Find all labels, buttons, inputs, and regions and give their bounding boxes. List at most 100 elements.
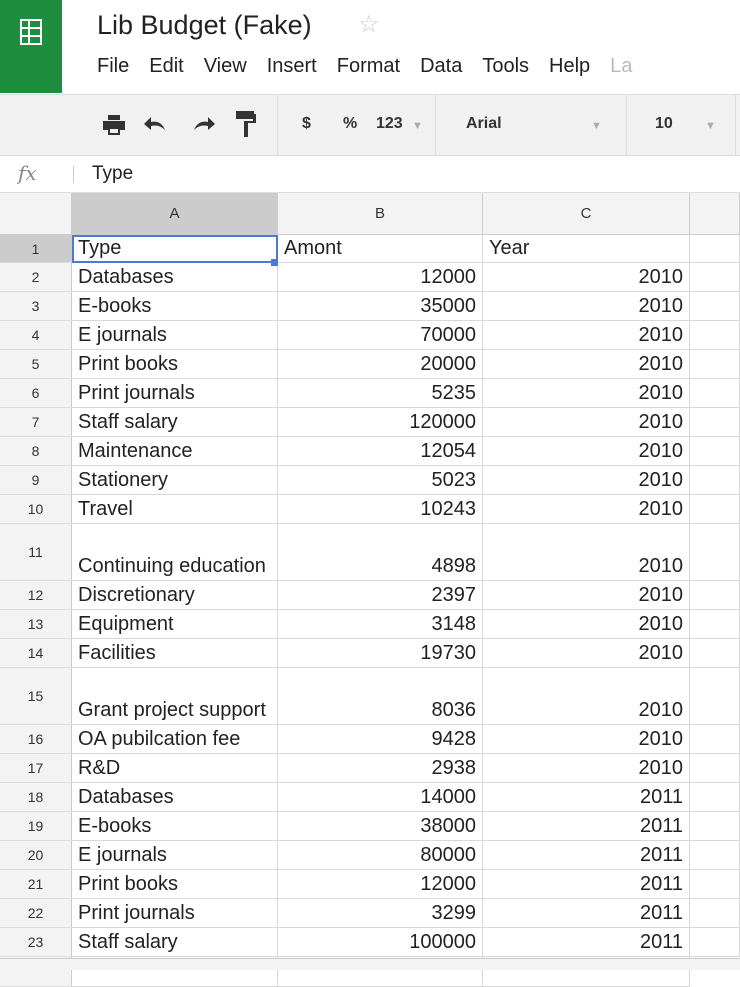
cell-type[interactable]: E-books	[72, 812, 278, 841]
cell-type[interactable]: Print books	[72, 350, 278, 379]
row-header[interactable]: 23	[0, 928, 72, 957]
menu-data[interactable]: Data	[420, 55, 463, 77]
cell-year[interactable]: 2010	[483, 321, 690, 350]
cell-amount[interactable]: 14000	[278, 783, 483, 812]
cell-year[interactable]: 2010	[483, 524, 690, 581]
cell-empty[interactable]	[690, 610, 740, 639]
row-header[interactable]: 19	[0, 812, 72, 841]
row-header[interactable]: 15	[0, 668, 72, 725]
cell-amount[interactable]: 20000	[278, 350, 483, 379]
cell-year[interactable]: 2011	[483, 870, 690, 899]
row-header[interactable]: 17	[0, 754, 72, 783]
cell-year[interactable]: 2011	[483, 841, 690, 870]
cell-amount[interactable]: 2397	[278, 581, 483, 610]
cell-year[interactable]: Year	[483, 235, 690, 263]
row-header[interactable]: 22	[0, 899, 72, 928]
cell-type[interactable]: Print books	[72, 870, 278, 899]
row-header[interactable]: 18	[0, 783, 72, 812]
cell-amount[interactable]: Amont	[278, 235, 483, 263]
row-header[interactable]: 4	[0, 321, 72, 350]
cell-type[interactable]: Type	[72, 235, 278, 263]
percent-format-button[interactable]: %	[343, 115, 358, 132]
select-all-corner[interactable]	[0, 193, 72, 235]
cell-empty[interactable]	[690, 668, 740, 725]
cell-type[interactable]: Staff salary	[72, 928, 278, 957]
cell-amount[interactable]: 12000	[278, 870, 483, 899]
cell-empty[interactable]	[690, 841, 740, 870]
print-icon[interactable]	[102, 114, 126, 136]
cell-empty[interactable]	[690, 783, 740, 812]
cell-empty[interactable]	[690, 466, 740, 495]
cell-type[interactable]: E journals	[72, 321, 278, 350]
number-format-button[interactable]: 123	[376, 115, 403, 132]
cell-amount[interactable]: 4898	[278, 524, 483, 581]
cell-type[interactable]: Equipment	[72, 610, 278, 639]
cell-type[interactable]: Maintenance	[72, 437, 278, 466]
column-header-d[interactable]	[690, 193, 740, 235]
cell-empty[interactable]	[690, 899, 740, 928]
chevron-down-icon[interactable]: ▼	[705, 120, 716, 132]
menu-tools[interactable]: Tools	[482, 55, 530, 77]
cell-type[interactable]: Travel	[72, 495, 278, 524]
cell-empty[interactable]	[690, 812, 740, 841]
cell-empty[interactable]	[690, 639, 740, 668]
cell-amount[interactable]: 3148	[278, 610, 483, 639]
cell-empty[interactable]	[690, 321, 740, 350]
redo-icon[interactable]	[190, 115, 216, 133]
cell-amount[interactable]: 8036	[278, 668, 483, 725]
menu-edit[interactable]: Edit	[149, 55, 184, 77]
row-header[interactable]: 7	[0, 408, 72, 437]
cell-type[interactable]: Stationery	[72, 466, 278, 495]
star-icon[interactable]: ☆	[358, 11, 380, 38]
cell-year[interactable]: 2010	[483, 263, 690, 292]
cell-empty[interactable]	[690, 524, 740, 581]
cell-year[interactable]: 2010	[483, 437, 690, 466]
cell-empty[interactable]	[690, 408, 740, 437]
row-header[interactable]: 3	[0, 292, 72, 321]
row-header[interactable]: 9	[0, 466, 72, 495]
cell-year[interactable]: 2010	[483, 379, 690, 408]
row-header[interactable]: 1	[0, 235, 72, 263]
menu-format[interactable]: Format	[336, 55, 401, 77]
row-header[interactable]: 16	[0, 725, 72, 754]
cell-year[interactable]: 2011	[483, 928, 690, 957]
cell-amount[interactable]: 120000	[278, 408, 483, 437]
cell-type[interactable]: Print journals	[72, 379, 278, 408]
row-header[interactable]: 5	[0, 350, 72, 379]
font-size-select[interactable]: 10	[655, 115, 673, 132]
cell-amount[interactable]: 9428	[278, 725, 483, 754]
font-family-select[interactable]: Arial	[466, 115, 502, 132]
cell-amount[interactable]: 38000	[278, 812, 483, 841]
cell-empty[interactable]	[690, 263, 740, 292]
sheets-logo[interactable]	[0, 0, 62, 93]
cell-year[interactable]: 2010	[483, 292, 690, 321]
cell-amount[interactable]: 100000	[278, 928, 483, 957]
currency-format-button[interactable]: $	[302, 115, 311, 132]
cell-type[interactable]: Continuing education	[72, 524, 278, 581]
cell-year[interactable]: 2010	[483, 639, 690, 668]
cell-type[interactable]: Staff salary	[72, 408, 278, 437]
column-header-a[interactable]: A	[72, 193, 278, 235]
cell-year[interactable]: 2010	[483, 581, 690, 610]
cell-year[interactable]: 2010	[483, 408, 690, 437]
row-header[interactable]: 21	[0, 870, 72, 899]
cell-year[interactable]: 2011	[483, 812, 690, 841]
cell-amount[interactable]: 12054	[278, 437, 483, 466]
cell-type[interactable]: R&D	[72, 754, 278, 783]
cell-type[interactable]: Facilities	[72, 639, 278, 668]
row-header[interactable]: 6	[0, 379, 72, 408]
cell-empty[interactable]	[690, 379, 740, 408]
cell-year[interactable]: 2011	[483, 783, 690, 812]
cell-year[interactable]: 2011	[483, 899, 690, 928]
chevron-down-icon[interactable]: ▼	[412, 120, 423, 132]
cell-empty[interactable]	[690, 350, 740, 379]
cell-year[interactable]: 2010	[483, 668, 690, 725]
cell-type[interactable]: Databases	[72, 783, 278, 812]
cell-type[interactable]: E-books	[72, 292, 278, 321]
cell-type[interactable]: Discretionary	[72, 581, 278, 610]
cell-empty[interactable]	[690, 754, 740, 783]
row-header[interactable]: 14	[0, 639, 72, 668]
cell-amount[interactable]: 5235	[278, 379, 483, 408]
cell-amount[interactable]: 12000	[278, 263, 483, 292]
menu-view[interactable]: View	[203, 55, 247, 77]
